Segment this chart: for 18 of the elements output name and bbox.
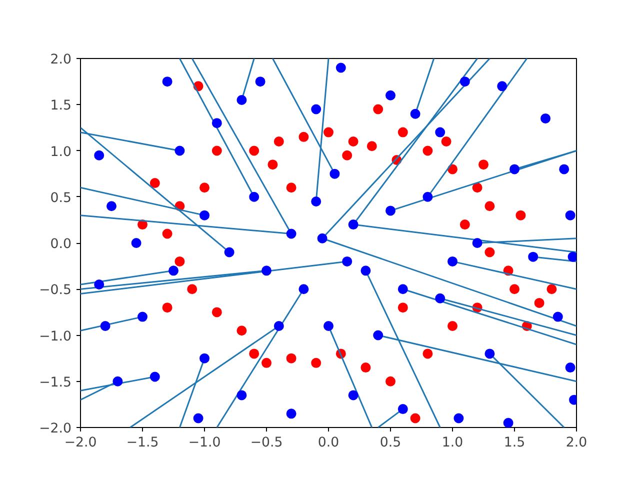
- y-tick-label: 1.0: [50, 144, 72, 160]
- x-tick-label: 1.5: [504, 436, 526, 450]
- x-tick-label: 2.0: [566, 436, 588, 450]
- y-tick-label: −0.5: [39, 283, 72, 298]
- x-tick-label: 0.5: [380, 436, 402, 450]
- y-tick-label: 0.0: [50, 237, 72, 252]
- y-tick-label: 1.5: [50, 98, 72, 114]
- x-tick-label: 1.0: [442, 436, 464, 450]
- y-tick-label: −2.0: [39, 422, 72, 436]
- x-tick-label: −0.5: [250, 436, 283, 450]
- y-tick-label: −1.0: [39, 329, 72, 344]
- y-tick-label: −1.5: [39, 375, 72, 390]
- x-tick-label: −2.0: [64, 436, 97, 450]
- x-tick-label: −1.0: [188, 436, 221, 450]
- x-tick-label: −1.5: [126, 436, 159, 450]
- y-tick-label: 0.5: [50, 190, 72, 206]
- y-tick-label: 2.0: [50, 52, 72, 68]
- x-tick-label: 0.0: [318, 436, 340, 450]
